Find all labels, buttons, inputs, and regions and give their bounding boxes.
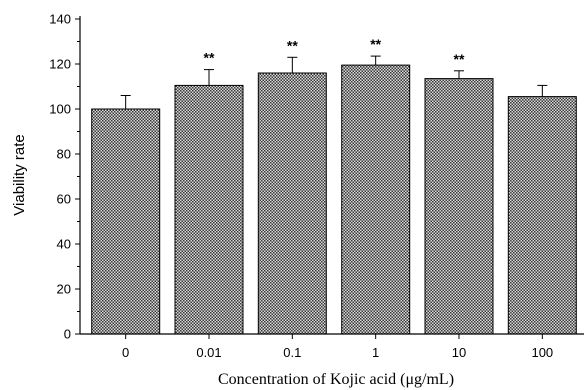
bar-1	[342, 65, 410, 334]
x-tick-label-0.1: 0.1	[283, 345, 301, 360]
x-tick-label-0.01: 0.01	[196, 345, 221, 360]
bar-0	[92, 109, 160, 334]
x-tick-label-100: 100	[531, 345, 553, 360]
y-tick-label-140: 140	[49, 12, 71, 27]
y-tick-label-80: 80	[57, 147, 71, 162]
bar-100	[508, 97, 576, 334]
significance-label-0.01: **	[204, 50, 215, 66]
x-tick-label-10: 10	[452, 345, 466, 360]
bars-layer: ** ** ** **	[92, 36, 577, 334]
bar-0.01	[175, 85, 243, 334]
bar-0.1	[258, 73, 326, 334]
y-axis-title: Viability rate	[11, 134, 28, 215]
significance-label-1: **	[370, 36, 381, 52]
y-tick-label-120: 120	[49, 57, 71, 72]
x-tick-label-1: 1	[372, 345, 379, 360]
y-tick-label-20: 20	[57, 282, 71, 297]
y-tick-label-100: 100	[49, 102, 71, 117]
x-axis-title: Concentration of Kojic acid (μg/mL)	[218, 371, 454, 388]
x-tick-label-0: 0	[122, 345, 129, 360]
y-tick-label-40: 40	[57, 237, 71, 252]
y-tick-label-0: 0	[64, 327, 71, 342]
y-tick-label-60: 60	[57, 192, 71, 207]
significance-label-10: **	[454, 51, 465, 67]
bar-10	[425, 79, 493, 334]
significance-label-0.1: **	[287, 37, 298, 53]
